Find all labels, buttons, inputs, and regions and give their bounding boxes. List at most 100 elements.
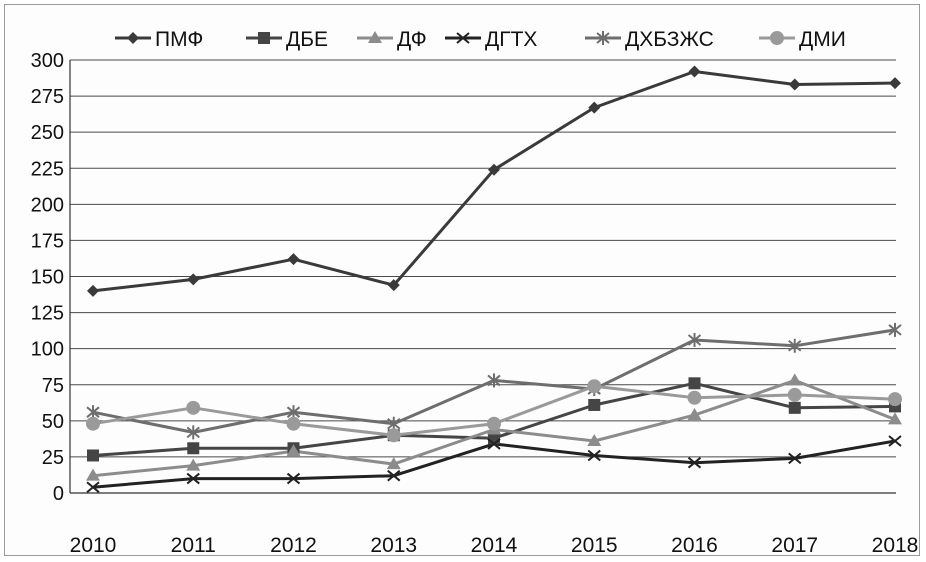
legend-item: ДХБЗЖС	[585, 28, 714, 51]
data-point	[386, 457, 401, 470]
y-tick-label: 250	[31, 122, 64, 144]
data-point	[488, 163, 500, 176]
legend-label: ДГТХ	[485, 28, 537, 51]
data-point	[286, 472, 301, 485]
marker-stroke	[687, 456, 702, 469]
x-tick-label: 2012	[270, 534, 317, 557]
legend-marker	[770, 31, 784, 45]
data-point	[687, 408, 702, 421]
y-tick-label: 200	[31, 194, 64, 216]
data-point	[187, 442, 200, 455]
legend-item: ДФ	[357, 28, 427, 51]
data-point	[86, 468, 100, 481]
data-point	[888, 435, 902, 447]
data-point	[688, 65, 701, 78]
marker-stroke	[186, 472, 200, 485]
data-point	[888, 392, 902, 407]
data-point	[286, 416, 301, 431]
data-point	[889, 77, 901, 90]
legend: ПМФ ДБЕ ДФ ДГТХ ДХБЗЖС ДМИ	[115, 28, 846, 51]
legend-marker	[127, 32, 139, 44]
series-markers	[86, 65, 902, 493]
legend-label: ДМИ	[799, 28, 846, 51]
data-point	[888, 412, 902, 425]
y-tick-label: 100	[31, 339, 64, 361]
legend-item: ПМФ	[115, 28, 203, 51]
data-point	[588, 101, 601, 114]
data-point	[587, 449, 601, 462]
data-point	[387, 469, 401, 482]
x-tick-label: 2016	[671, 534, 718, 557]
legend-label: ДХБЗЖС	[625, 28, 714, 51]
marker-stroke	[86, 481, 100, 493]
x-tick-label: 2014	[471, 534, 518, 557]
data-point	[386, 428, 401, 443]
data-point	[186, 458, 201, 471]
data-point	[186, 425, 200, 440]
y-tick-label: 25	[42, 447, 64, 469]
data-point	[788, 78, 801, 91]
legend-label: ПМФ	[155, 28, 203, 51]
data-point	[487, 438, 501, 450]
legend-label: ДФ	[397, 28, 427, 51]
data-point	[286, 444, 301, 457]
marker-stroke	[888, 435, 902, 447]
y-tick-label: 225	[31, 158, 64, 180]
data-point	[687, 456, 702, 469]
legend-marker	[368, 31, 382, 43]
y-tick-label: 300	[31, 50, 64, 72]
data-point	[87, 284, 99, 297]
x-tick-labels: 2010 2011 2012 2013 2014 2015 2016 2017 2018	[70, 534, 919, 557]
y-tick-label: 0	[53, 483, 64, 505]
data-point	[186, 400, 201, 415]
x-tick-label: 2010	[70, 534, 117, 557]
series-line-1	[92, 70, 896, 293]
x-tick-label: 2017	[771, 534, 818, 557]
data-point	[587, 434, 602, 447]
x-tick-label: 2013	[370, 534, 417, 557]
y-tick-label: 50	[42, 411, 64, 433]
data-point	[788, 401, 801, 414]
data-point	[87, 449, 99, 462]
y-tick-labels: 0 25 50 75 100 125 150 175 200 225 250 275 300	[31, 50, 64, 505]
data-point	[387, 279, 400, 292]
marker-stroke	[387, 469, 401, 482]
y-tick-label: 150	[31, 267, 64, 289]
legend-item: ДБЕ	[246, 28, 328, 51]
legend-item: ДГТХ	[445, 28, 537, 51]
data-point	[287, 253, 300, 266]
marker-stroke	[587, 449, 601, 462]
data-point	[788, 452, 802, 465]
legend-marker	[596, 31, 610, 45]
marker-stroke	[286, 472, 301, 485]
y-tick-label: 175	[31, 230, 64, 252]
data-point	[86, 481, 100, 493]
legend-label: ДБЕ	[286, 28, 328, 51]
data-point	[86, 416, 100, 431]
y-tick-label: 75	[42, 375, 64, 397]
marker-stroke	[487, 438, 501, 450]
marker-stroke	[788, 452, 802, 465]
marker-stroke	[456, 32, 470, 44]
data-point	[787, 373, 802, 386]
data-point	[487, 373, 501, 388]
y-tick-label: 275	[31, 86, 64, 108]
grid-lines	[70, 59, 896, 458]
data-point	[186, 472, 200, 485]
data-point	[788, 338, 802, 353]
data-point	[487, 416, 501, 431]
x-tick-label: 2018	[872, 534, 919, 557]
data-point	[688, 377, 701, 390]
data-point	[588, 398, 601, 411]
data-point	[787, 387, 802, 402]
data-point	[687, 333, 702, 348]
data-point	[587, 379, 602, 394]
legend-marker	[456, 32, 470, 44]
data-point	[888, 322, 902, 337]
y-tick-label: 125	[31, 303, 64, 325]
x-tick-label: 2015	[571, 534, 618, 557]
legend-marker	[258, 32, 270, 44]
data-point	[687, 390, 702, 405]
legend-item: ДМИ	[759, 28, 846, 51]
